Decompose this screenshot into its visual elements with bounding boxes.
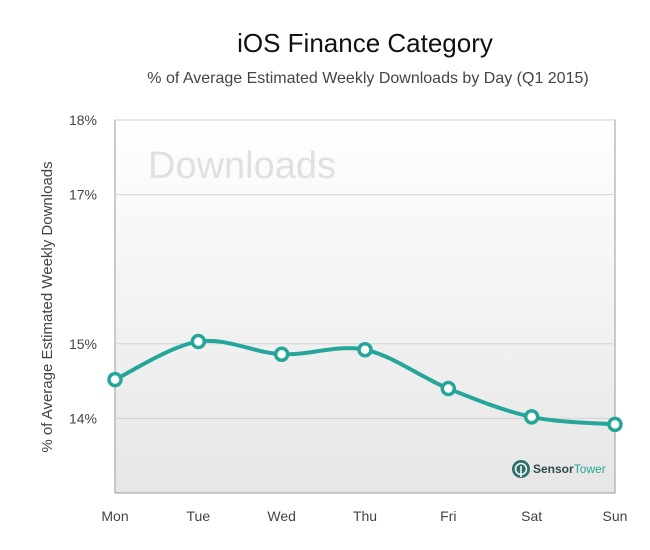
sensor-tower-logo-icon <box>512 460 530 478</box>
data-point <box>440 380 457 397</box>
x-tick-label: Tue <box>187 508 211 524</box>
series-downloads <box>107 333 623 433</box>
y-tick-label: 17% <box>69 187 97 203</box>
chart-subtitle: % of Average Estimated Weekly Downloads … <box>147 70 588 87</box>
y-tick-label: 15% <box>69 336 97 352</box>
watermark-text: Downloads <box>148 145 336 187</box>
x-tick-label: Thu <box>353 508 377 524</box>
data-point <box>273 346 290 362</box>
plot-area <box>114 119 616 494</box>
data-point <box>523 409 540 425</box>
x-tick-label: Wed <box>267 508 296 524</box>
data-point <box>357 342 373 358</box>
y-axis-ticks: 18% 17% 15% 14% <box>69 112 97 426</box>
y-axis-label: % of Average Estimated Weekly Downloads <box>39 161 56 452</box>
y-tick-label: 14% <box>69 410 97 426</box>
brand-name-part2: Tower <box>574 462 606 476</box>
x-tick-label: Mon <box>101 508 128 524</box>
x-tick-label: Fri <box>440 508 456 524</box>
data-point <box>607 416 623 433</box>
data-point <box>190 333 207 350</box>
brand-name-part1: Sensor <box>533 462 574 476</box>
chart-title: iOS Finance Category <box>237 28 493 58</box>
x-axis-ticks: Mon Tue Wed Thu Fri Sat Sun <box>101 508 627 524</box>
svg-text:SensorTower: SensorTower <box>533 462 606 476</box>
x-tick-label: Sun <box>603 508 628 524</box>
brand-logo: SensorTower <box>512 460 606 478</box>
data-point <box>107 371 123 388</box>
y-tick-label: 18% <box>69 112 97 128</box>
x-tick-label: Sat <box>521 508 542 524</box>
